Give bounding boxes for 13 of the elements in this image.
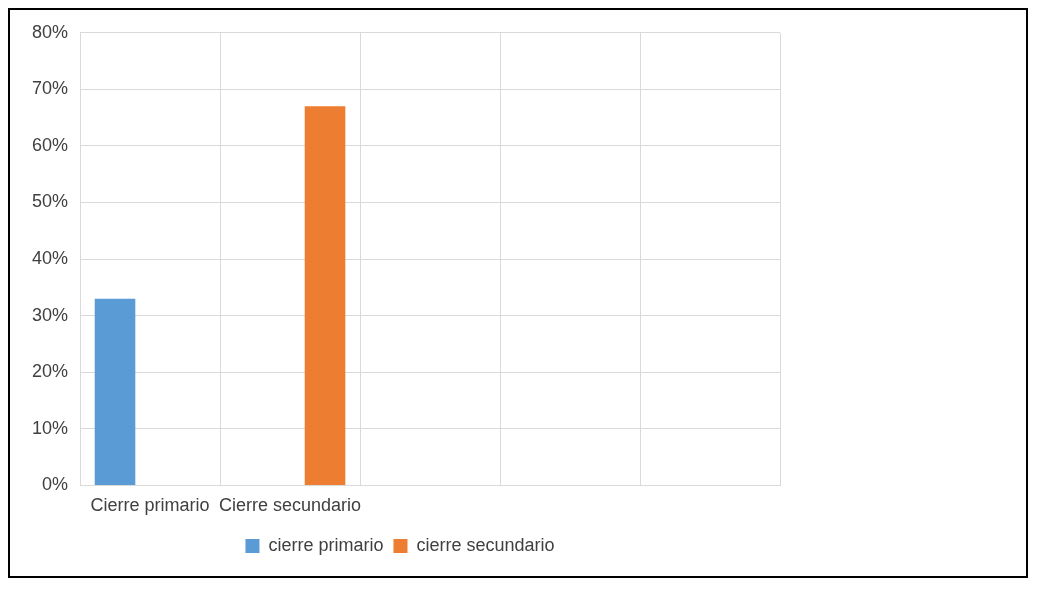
y-tick-label: 40% [32,248,69,269]
legend-label: cierre primario [268,534,384,555]
legend-label: cierre secundario [416,534,555,555]
y-tick-label: 60% [32,134,69,155]
y-tick-label: 80% [32,21,69,42]
y-tick-label: 70% [32,78,69,99]
y-tick-label: 0% [42,474,69,495]
x-tick-label: Cierre primario [90,495,210,516]
x-tick-label: Cierre secundario [218,495,362,516]
y-tick-label: 10% [32,417,69,438]
y-tick-label: 20% [32,361,69,382]
y-tick-label: 30% [32,304,69,325]
y-tick-label: 50% [32,191,69,212]
